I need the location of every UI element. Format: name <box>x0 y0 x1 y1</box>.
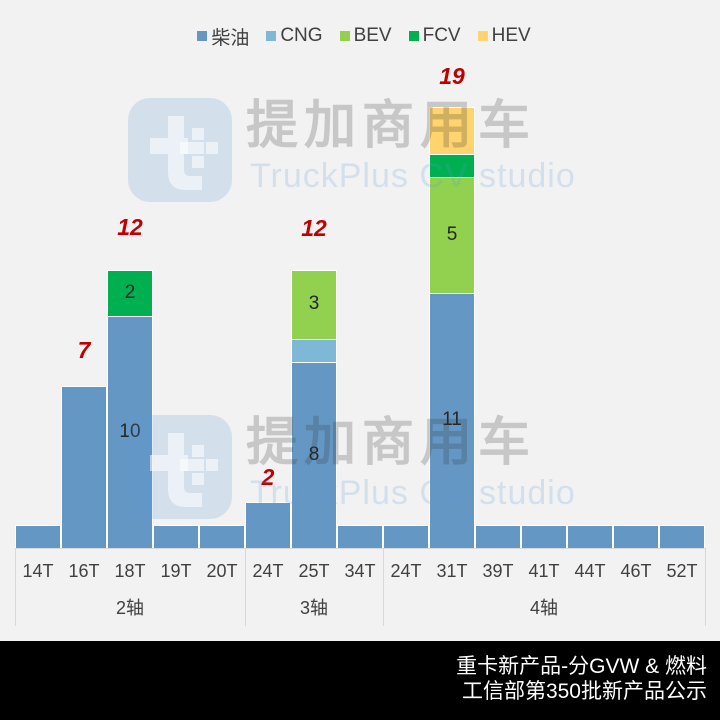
x-tick-label: 24T <box>390 561 422 581</box>
x-tick-label: 41T <box>528 561 560 581</box>
bar-segment <box>107 316 153 548</box>
legend-item: FCV <box>408 25 461 47</box>
bar-segment <box>383 524 429 548</box>
total-value-label: 12 <box>301 214 327 241</box>
x-tick-label: 39T <box>482 561 514 581</box>
bar-segment <box>291 339 337 363</box>
group-separator <box>383 548 384 626</box>
bar-segment <box>107 269 153 316</box>
bar-segment <box>429 176 475 293</box>
segment-value-label: 10 <box>119 421 141 442</box>
x-tick-label: 31T <box>436 561 468 581</box>
segment-value-label: 8 <box>308 444 320 466</box>
chart-legend: 柴油 CNG BEV FCV HEV <box>0 22 720 50</box>
segment-value-label: 2 <box>124 281 136 303</box>
legend-label: CNG <box>280 25 323 46</box>
bar-segment <box>613 524 659 548</box>
legend-swatch-icon <box>197 31 208 41</box>
axle-group-label: 4轴 <box>529 598 558 618</box>
x-tick-label: 46T <box>620 561 652 581</box>
bar-segment <box>429 107 475 154</box>
banner-subtitle: 工信部第350批新产品公示 <box>461 680 707 703</box>
bar-segment <box>429 153 475 177</box>
x-tick-label: 18T <box>114 561 146 581</box>
group-separator <box>705 548 706 626</box>
legend-swatch-icon <box>266 31 277 41</box>
bar-segment <box>521 524 567 548</box>
legend-label: HEV <box>491 25 531 46</box>
axle-group-label: 2轴 <box>115 598 144 618</box>
x-tick-label: 25T <box>298 561 330 581</box>
bar-segment <box>61 385 107 548</box>
x-tick-label: 52T <box>666 561 698 581</box>
legend-label: BEV <box>353 25 392 46</box>
x-tick-label: 19T <box>160 561 192 581</box>
caption-banner: 重卡新产品-分GVW & 燃料 工信部第350批新产品公示 <box>0 641 720 720</box>
x-axis-line <box>15 548 705 549</box>
bar-segment <box>475 524 521 548</box>
total-value-label: 12 <box>117 213 143 240</box>
segment-value-label: 11 <box>442 409 462 431</box>
total-value-label: 2 <box>261 463 275 490</box>
x-tick-label: 14T <box>22 561 54 581</box>
x-tick-label: 20T <box>206 561 238 581</box>
bar-segment <box>291 362 337 548</box>
bar-segment <box>659 524 705 548</box>
bar-segment <box>153 524 199 548</box>
group-separator <box>15 548 16 626</box>
x-tick-label: 44T <box>574 561 606 581</box>
legend-item: HEV <box>477 25 531 47</box>
total-value-label: 19 <box>439 63 465 90</box>
segment-value-label: 5 <box>446 223 458 245</box>
legend-item: CNG <box>266 25 323 47</box>
total-value-label: 7 <box>77 336 91 363</box>
legend-label: 柴油 <box>211 27 250 49</box>
segment-value-label: 3 <box>308 293 320 315</box>
legend-swatch-icon <box>339 31 350 41</box>
group-separator <box>245 548 246 626</box>
bar-segment <box>291 269 337 340</box>
bar-segment <box>15 524 61 548</box>
legend-item: BEV <box>339 25 392 47</box>
stacked-bar-chart: 14T 16T 18T 19T 20T 24T 25T 34T 24T 31T 39T 41T 44T 4… <box>15 63 706 626</box>
x-tick-label: 16T <box>68 561 100 581</box>
x-tick-label: 24T <box>252 561 284 581</box>
bar-segment <box>429 292 475 548</box>
axle-group-label: 3轴 <box>299 598 328 618</box>
legend-label: FCV <box>422 25 461 46</box>
x-tick-label: 34T <box>344 561 376 581</box>
legend-item: 柴油 <box>197 23 249 50</box>
legend-swatch-icon <box>408 31 419 41</box>
bar-segment <box>199 524 245 548</box>
bar-segment <box>337 524 383 548</box>
legend-swatch-icon <box>477 31 488 41</box>
bar-segment <box>567 524 613 548</box>
banner-title: 重卡新产品-分GVW & 燃料 <box>456 655 707 678</box>
bar-segment <box>245 501 291 548</box>
